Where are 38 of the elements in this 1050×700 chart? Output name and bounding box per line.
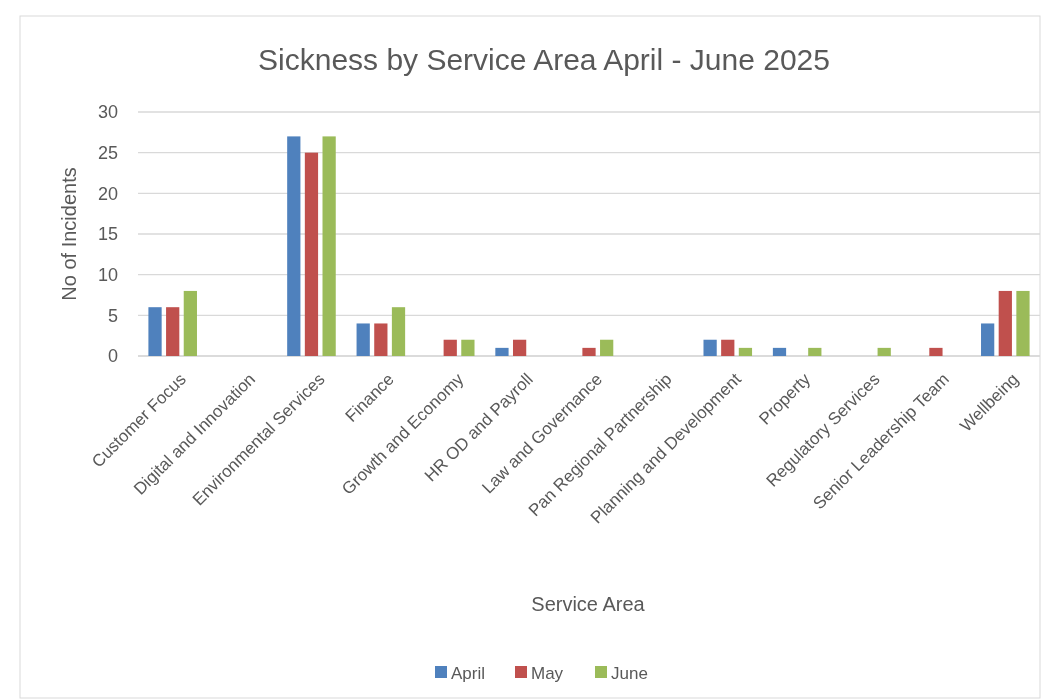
bar — [512, 339, 527, 356]
bar — [1016, 290, 1030, 356]
bar — [287, 136, 301, 356]
bar — [600, 339, 614, 356]
bar — [322, 136, 336, 356]
bar — [703, 339, 717, 356]
legend-label: June — [611, 663, 648, 683]
bar — [772, 347, 787, 356]
bar — [461, 339, 475, 356]
bar — [443, 339, 457, 356]
bar — [981, 323, 995, 356]
bar — [374, 323, 388, 356]
bar — [738, 347, 753, 356]
y-tick-label: 0 — [107, 346, 118, 367]
bar — [391, 307, 406, 356]
y-tick-label: 15 — [97, 224, 118, 245]
y-axis-title: No of Incidents — [58, 167, 80, 301]
bar — [183, 290, 197, 356]
bar — [356, 323, 370, 356]
bar — [877, 347, 891, 356]
legend-label: May — [531, 663, 564, 683]
bar — [929, 347, 943, 356]
bar — [148, 307, 162, 356]
legend-label: April — [451, 663, 486, 683]
bar — [582, 347, 596, 356]
bar — [998, 290, 1012, 356]
y-tick-label: 25 — [97, 142, 118, 163]
y-tick-label: 10 — [97, 264, 118, 285]
x-axis-title: Service Area — [531, 593, 646, 615]
chart-title: Sickness by Service Area April - June 2025 — [258, 43, 830, 76]
bar — [495, 347, 509, 356]
bar — [304, 152, 319, 356]
y-tick-label: 5 — [107, 305, 118, 326]
y-tick-label: 30 — [97, 102, 118, 123]
y-tick-label: 20 — [97, 183, 118, 204]
bar — [721, 339, 735, 356]
bar — [166, 307, 180, 356]
bar — [808, 347, 822, 356]
